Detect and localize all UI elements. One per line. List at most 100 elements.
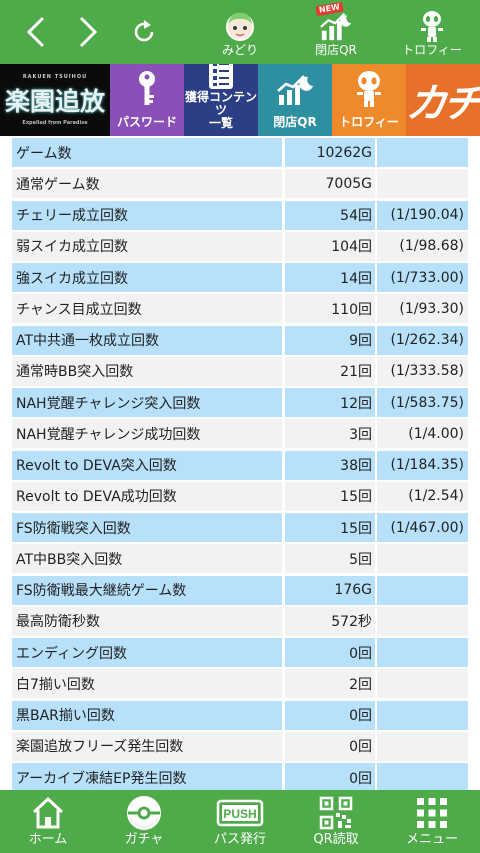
password-label: パスワード [116, 115, 177, 129]
reload-button[interactable] [122, 0, 166, 64]
table-row: 楽園追放フリーズ発生回数 0回 [0, 730, 480, 761]
tab-pass-issue-label: パス発行 [213, 832, 266, 847]
stat-value: 0回 [285, 638, 375, 667]
trophy-character-icon [332, 64, 406, 113]
character-face-icon [223, 7, 257, 43]
stat-label: 最高防衛秒数 [12, 606, 282, 636]
stat-label: 楽園追放フリーズ発生回数 [12, 731, 282, 761]
table-row: FS防衛戦突入回数 15回 (1/467.00) [0, 511, 480, 542]
stat-ratio [377, 638, 468, 667]
stat-value: 110回 [285, 294, 375, 324]
table-row: 通常時BB突入回数 21回 (1/333.58) [0, 355, 480, 386]
stat-label: 弱スイカ成立回数 [12, 231, 282, 261]
trophy-label: トロフィー [402, 43, 462, 57]
stat-value: 12回 [285, 388, 375, 417]
stat-ratio [377, 669, 468, 699]
stat-ratio [377, 606, 468, 636]
key-icon [110, 64, 184, 113]
banner-row: RAKUEN TSUIHOU 楽園追放 Expelled from Paradi… [0, 64, 480, 136]
tab-qr-read-label: QR読取 [313, 832, 359, 847]
closing-qr-banner-button[interactable]: 閉店QR [258, 64, 332, 136]
midori-label: みどり [221, 43, 258, 57]
stat-ratio: (1/190.04) [377, 200, 468, 230]
table-row: 通常ゲーム数 7005G [0, 167, 480, 199]
table-row: 弱スイカ成立回数 104回 (1/98.68) [0, 230, 480, 261]
tab-home-label: ホーム [28, 832, 68, 847]
table-row: アーカイブ凍結EP発生回数 0回 [0, 761, 480, 790]
forward-button[interactable] [66, 0, 110, 64]
chart-moon-icon [258, 64, 332, 113]
stat-label: アーカイブ凍結EP発生回数 [12, 763, 282, 790]
stat-label: FS防衛戦最大継続ゲーム数 [12, 575, 282, 605]
app-logo-button[interactable]: カチ [406, 64, 480, 136]
stat-ratio: (1/733.00) [377, 263, 468, 292]
qr-code-icon [318, 794, 354, 832]
table-row: FS防衛戦最大継続ゲーム数 176G [0, 574, 480, 605]
home-icon [30, 794, 66, 832]
game-logo[interactable]: RAKUEN TSUIHOU 楽園追放 Expelled from Paradi… [0, 64, 110, 136]
table-row: 強スイカ成立回数 14回 (1/733.00) [0, 261, 480, 292]
stat-label: チャンス目成立回数 [12, 294, 282, 324]
stat-value: 14回 [285, 263, 375, 292]
table-row: ゲーム数 10262G [0, 136, 480, 167]
closing-qr-button[interactable]: NEW 閉店QR [296, 1, 376, 60]
logo-title: 楽園追放 [4, 87, 105, 116]
tab-menu[interactable]: メニュー [384, 790, 480, 853]
stat-ratio [377, 763, 468, 790]
stat-value: 0回 [285, 700, 375, 730]
midori-button[interactable]: みどり [200, 4, 280, 60]
stat-ratio [377, 169, 468, 199]
back-button[interactable] [14, 0, 58, 64]
stat-label: Revolt to DEVA突入回数 [12, 450, 282, 480]
stat-label: NAH覚醒チャレンジ成功回数 [12, 419, 282, 449]
stat-value: 3回 [285, 419, 375, 449]
contents-list-button[interactable]: 獲得コンテンツ 一覧 [184, 64, 258, 136]
stat-label: 黒BAR揃い回数 [12, 700, 282, 730]
stat-value: 176G [285, 575, 375, 605]
stat-ratio: (1/98.68) [377, 231, 468, 261]
stat-value: 10262G [285, 138, 375, 167]
trophy-button[interactable]: トロフィー [392, 4, 472, 60]
tab-menu-label: メニュー [405, 832, 458, 847]
stat-ratio: (1/2.54) [377, 481, 468, 511]
stat-ratio: (1/583.75) [377, 388, 468, 417]
stat-value: 7005G [285, 169, 375, 199]
stat-ratio: (1/4.00) [377, 419, 468, 449]
table-row: チャンス目成立回数 110回 (1/93.30) [0, 292, 480, 324]
stat-value: 15回 [285, 481, 375, 511]
trophy-banner-button[interactable]: トロフィー [332, 64, 406, 136]
tab-qr-read[interactable]: QR読取 [288, 790, 384, 853]
stat-ratio: (1/467.00) [377, 513, 468, 542]
stat-ratio [377, 544, 468, 574]
push-pass-icon: PUSH [216, 794, 264, 832]
stat-value: 104回 [285, 231, 375, 261]
table-row: エンディング回数 0回 [0, 636, 480, 667]
logo-subtitle: Expelled from Paradise [22, 120, 88, 126]
top-navigation-bar: みどり NEW 閉店QR [0, 0, 480, 64]
stat-label: 通常ゲーム数 [12, 169, 282, 199]
password-button[interactable]: パスワード [110, 64, 184, 136]
stat-label: Revolt to DEVA成功回数 [12, 481, 282, 511]
stat-label: NAH覚醒チャレンジ突入回数 [12, 388, 282, 417]
table-row: チェリー成立回数 54回 (1/190.04) [0, 199, 480, 230]
tab-home[interactable]: ホーム [0, 790, 96, 853]
table-row: NAH覚醒チャレンジ成功回数 3回 (1/4.00) [0, 417, 480, 449]
tab-pass-issue[interactable]: PUSH パス発行 [192, 790, 288, 853]
stat-ratio: (1/333.58) [377, 356, 468, 386]
table-row: Revolt to DEVA成功回数 15回 (1/2.54) [0, 480, 480, 511]
stat-label: AT中共通一枚成立回数 [12, 325, 282, 355]
chart-moon-icon [319, 7, 353, 43]
stat-value: 9回 [285, 325, 375, 355]
closing-qr-banner-label: 閉店QR [273, 115, 317, 129]
stat-label: ゲーム数 [12, 138, 282, 167]
table-row: AT中BB突入回数 5回 [0, 542, 480, 574]
stat-ratio: (1/93.30) [377, 294, 468, 324]
chevron-right-icon [79, 16, 98, 48]
contents-label-line1: 獲得コンテンツ [184, 90, 257, 117]
stat-ratio: (1/184.35) [377, 450, 468, 480]
closing-qr-label: 閉店QR [315, 43, 357, 57]
tab-gacha[interactable]: ガチャ [96, 790, 192, 853]
trophy-character-icon [415, 7, 449, 43]
push-icon-text: PUSH [223, 807, 256, 821]
bottom-tab-bar: ホーム ガチャ PUSH パス発行 [0, 790, 480, 853]
